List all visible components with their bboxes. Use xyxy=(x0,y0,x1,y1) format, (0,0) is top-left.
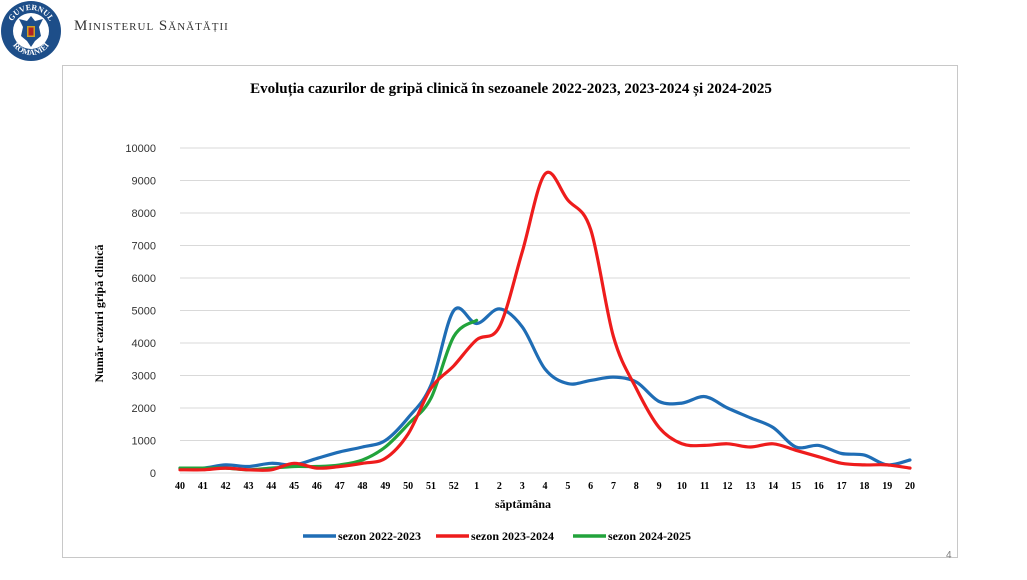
y-tick-label: 9000 xyxy=(132,176,156,188)
x-tick-label: 15 xyxy=(791,481,801,492)
y-tick-label: 8000 xyxy=(132,208,156,220)
svg-text:ROMÂNIEI: ROMÂNIEI xyxy=(11,41,51,58)
y-tick-label: 3000 xyxy=(132,371,156,383)
x-tick-label: 52 xyxy=(449,481,459,492)
legend-label: sezon 2024-2025 xyxy=(608,529,691,543)
x-tick-label: 40 xyxy=(175,481,185,492)
x-tick-label: 42 xyxy=(221,481,231,492)
x-tick-label: 1 xyxy=(474,481,479,492)
x-tick-label: 2 xyxy=(497,481,502,492)
x-tick-label: 44 xyxy=(266,481,276,492)
y-tick-label: 4000 xyxy=(132,338,156,350)
x-tick-label: 8 xyxy=(634,481,639,492)
x-axis-label: săptămâna xyxy=(495,497,551,511)
x-tick-label: 4 xyxy=(543,481,548,492)
x-tick-label: 19 xyxy=(882,481,892,492)
government-seal-logo: GUVERNUL ROMÂNIEI xyxy=(1,1,61,61)
y-tick-label: 7000 xyxy=(132,241,156,253)
y-tick-label: 2000 xyxy=(132,403,156,415)
x-tick-label: 18 xyxy=(859,481,869,492)
x-tick-label: 41 xyxy=(198,481,208,492)
page-number: 4 xyxy=(946,550,952,561)
x-tick-label: 16 xyxy=(814,481,824,492)
x-tick-label: 43 xyxy=(243,481,253,492)
y-axis-label: Număr cazuri gripă clinică xyxy=(92,244,106,382)
x-tick-label: 7 xyxy=(611,481,616,492)
y-tick-label: 10000 xyxy=(125,143,156,155)
x-tick-label: 12 xyxy=(723,481,733,492)
x-tick-label: 46 xyxy=(312,481,322,492)
chart-frame: Evoluția cazurilor de gripă clinică în s… xyxy=(62,65,958,558)
y-tick-label: 0 xyxy=(150,468,156,480)
x-tick-label: 11 xyxy=(700,481,709,492)
x-tick-label: 3 xyxy=(520,481,525,492)
x-tick-label: 49 xyxy=(380,481,390,492)
legend-label: sezon 2023-2024 xyxy=(471,529,554,543)
legend-label: sezon 2022-2023 xyxy=(338,529,421,543)
series-line-sezon-2022-2023 xyxy=(178,306,912,470)
chart-title: Evoluția cazurilor de gripă clinică în s… xyxy=(250,81,772,97)
x-tick-label: 13 xyxy=(745,481,755,492)
x-tick-label: 17 xyxy=(837,481,847,492)
y-tick-label: 6000 xyxy=(132,273,156,285)
ministry-name: Ministerul Sănătății xyxy=(74,18,229,34)
logo-text-bottom: ROMÂNIEI xyxy=(11,41,51,58)
x-tick-label: 48 xyxy=(358,481,368,492)
x-tick-label: 14 xyxy=(768,481,778,492)
x-tick-label: 9 xyxy=(657,481,662,492)
x-tick-label: 45 xyxy=(289,481,299,492)
x-tick-label: 51 xyxy=(426,481,436,492)
series-line-sezon-2023-2024 xyxy=(178,170,912,472)
x-tick-label: 10 xyxy=(677,481,687,492)
y-tick-label: 5000 xyxy=(132,306,156,318)
x-tick-label: 5 xyxy=(565,481,570,492)
x-tick-label: 6 xyxy=(588,481,593,492)
x-tick-label: 47 xyxy=(335,481,345,492)
x-tick-label: 50 xyxy=(403,481,413,492)
y-tick-label: 1000 xyxy=(132,436,156,448)
flu-cases-chart: Evoluția cazurilor de gripă clinică în s… xyxy=(92,81,915,543)
x-tick-label: 20 xyxy=(905,481,915,492)
